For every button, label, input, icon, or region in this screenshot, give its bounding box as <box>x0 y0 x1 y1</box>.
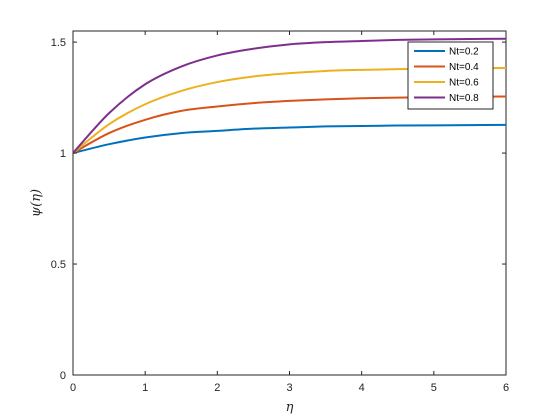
x-tick-label: 3 <box>286 382 292 394</box>
x-axis-ticks: 0 1 2 3 4 5 6 <box>70 31 509 394</box>
y-tick-label: 0 <box>60 370 66 382</box>
legend-label-4: Nt=0.8 <box>449 93 479 104</box>
series-line-4 <box>72 37 507 154</box>
x-axis-label: η <box>286 400 294 415</box>
series-line-1 <box>72 123 507 155</box>
x-tick-label: 1 <box>142 382 148 394</box>
y-axis-label: ψ(η) <box>29 189 44 217</box>
y-tick-label: 1.5 <box>51 37 66 49</box>
y-tick-label: 1 <box>60 148 66 160</box>
x-tick-label: 0 <box>70 382 76 394</box>
legend-label-2: Nt=0.4 <box>449 62 479 73</box>
x-tick-label: 4 <box>359 382 365 394</box>
legend-label-1: Nt=0.2 <box>449 47 479 58</box>
legend-label-3: Nt=0.6 <box>449 78 479 89</box>
x-tick-label: 5 <box>431 382 437 394</box>
y-axis-ticks: 0 0.5 1 1.5 <box>51 37 506 382</box>
legend: Nt=0.2 Nt=0.4 Nt=0.6 Nt=0.8 <box>407 41 494 110</box>
x-tick-label: 6 <box>503 382 509 394</box>
x-tick-label: 2 <box>214 382 220 394</box>
y-tick-label: 0.5 <box>51 259 66 271</box>
